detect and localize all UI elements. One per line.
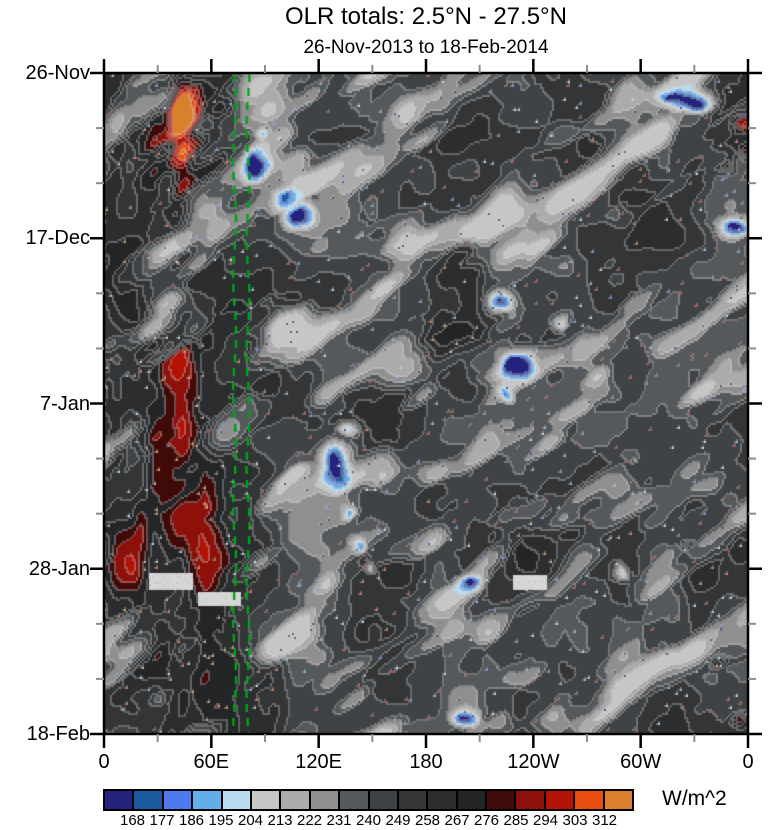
colorbar-label-294: 294 <box>532 812 559 829</box>
colorbar-label-267: 267 <box>444 812 470 829</box>
x-tick-label-0: 0 <box>98 751 110 773</box>
page-title: OLR totals: 2.5°N - 27.5°N <box>285 3 567 30</box>
y-tick-label-7-Jan: 7-Jan <box>39 392 90 415</box>
colorbar-cell-6 <box>281 791 309 809</box>
y-tick-label-17-Dec: 17-Dec <box>25 227 90 250</box>
x-tick-label-2: 120E <box>295 751 343 773</box>
colorbar-label-186: 186 <box>178 812 205 829</box>
colorbar-label-258: 258 <box>414 812 441 829</box>
colorbar-cell-9 <box>369 791 397 809</box>
colorbar-label-249: 249 <box>385 812 411 829</box>
colorbar-label-204: 204 <box>237 812 264 829</box>
colorbar-cell-14 <box>516 791 544 809</box>
y-tick-label-28-Jan: 28-Jan <box>28 557 90 580</box>
colorbar-label-231: 231 <box>326 812 352 829</box>
colorbar-label-240: 240 <box>355 812 382 829</box>
x-tick-label-5: 60W <box>620 751 662 773</box>
y-tick-label-18-Feb: 18-Feb <box>26 723 90 745</box>
colorbar-label-276: 276 <box>473 812 500 829</box>
colorbar-cell-15 <box>545 791 574 809</box>
colorbar-cell-16 <box>575 791 603 809</box>
contour-field-canvas <box>104 73 748 734</box>
x-tick-label-4: 120W <box>507 751 560 773</box>
colorbar-label-303: 303 <box>562 812 588 829</box>
colorbar-label-222: 222 <box>296 812 323 829</box>
x-tick-label-1: 60E <box>193 751 230 773</box>
colorbar-cell-0 <box>105 791 133 809</box>
colorbar-cell-2 <box>163 791 192 809</box>
colorbar-unit-label: W/m^2 <box>662 787 727 810</box>
colorbar-cell-3 <box>193 791 221 809</box>
colorbar-label-285: 285 <box>503 812 529 829</box>
colorbar-cell-10 <box>398 791 427 809</box>
y-tick-label-26-Nov: 26-Nov <box>25 62 90 84</box>
colorbar-label-213: 213 <box>267 812 293 829</box>
colorbar-cell-8 <box>340 791 368 809</box>
colorbar-cell-17 <box>604 791 632 809</box>
colorbar-label-177: 177 <box>149 812 175 829</box>
colorbar-label-168: 168 <box>119 812 146 829</box>
colorbar <box>103 789 634 811</box>
x-tick-label-6: 0 <box>742 751 754 773</box>
colorbar-cell-4 <box>222 791 250 809</box>
colorbar-cell-11 <box>428 791 456 809</box>
colorbar-cell-1 <box>134 791 162 809</box>
colorbar-label-312: 312 <box>591 812 618 829</box>
colorbar-cell-13 <box>487 791 515 809</box>
colorbar-cell-12 <box>457 791 486 809</box>
colorbar-label-195: 195 <box>208 812 234 829</box>
colorbar-cell-7 <box>310 791 339 809</box>
subtitle: 26-Nov-2013 to 18-Feb-2014 <box>303 37 549 58</box>
x-tick-label-3: 180 <box>409 751 443 773</box>
colorbar-cell-5 <box>251 791 280 809</box>
